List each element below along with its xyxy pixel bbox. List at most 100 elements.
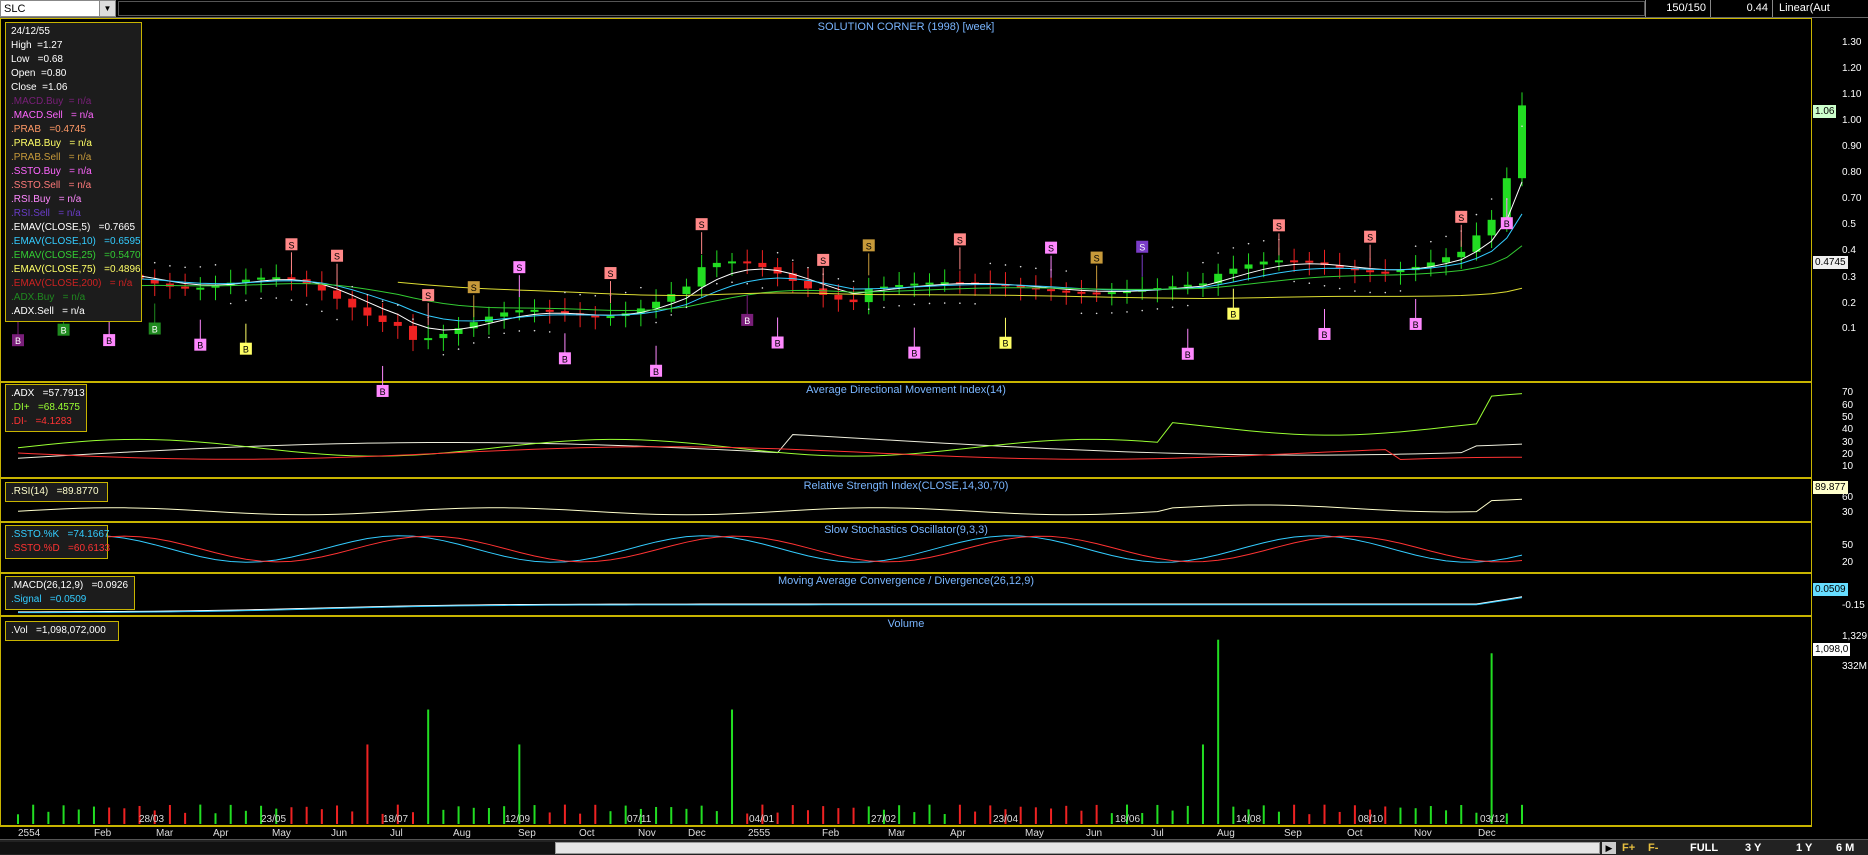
sar-dot <box>290 299 293 301</box>
sar-dot <box>1065 270 1068 272</box>
signal-marker <box>376 384 389 397</box>
legend-line: .RSI.Buy = n/a <box>11 194 82 205</box>
candle-body <box>864 288 873 303</box>
candle-body <box>1274 260 1283 263</box>
volume-bar <box>1019 806 1022 824</box>
signal-marker <box>695 218 708 231</box>
macd-line <box>17 596 1523 613</box>
candle-body <box>363 307 372 316</box>
symbol-select[interactable]: SLC ▼ <box>0 0 116 17</box>
signal-marker <box>513 261 526 274</box>
candle-body <box>667 294 676 302</box>
scale-tick: 0.90 <box>1842 141 1862 152</box>
sar-dot <box>1399 290 1402 292</box>
zoom-out-button[interactable]: F- <box>1648 842 1659 854</box>
volume-bar <box>1126 804 1129 824</box>
zoom-in-button[interactable]: F+ <box>1622 842 1636 854</box>
signal-label: B <box>1321 330 1327 340</box>
candle-body <box>454 328 463 334</box>
volume-bar <box>487 807 490 824</box>
sar-dot <box>1111 312 1113 314</box>
date-label: 07/11 <box>627 814 652 825</box>
scale-tick: 70 <box>1842 387 1854 398</box>
adx-panel[interactable] <box>0 382 1812 478</box>
scale-tick: 20 <box>1842 557 1854 568</box>
candle-body <box>241 279 250 283</box>
month-label: Mar <box>156 828 174 839</box>
signal-marker <box>1455 210 1468 223</box>
candle-body <box>1077 291 1086 294</box>
candle-body <box>788 273 797 281</box>
candle-body <box>196 287 205 290</box>
signal-label: S <box>1367 233 1373 243</box>
scale-tick: 1.20 <box>1842 63 1862 74</box>
candle-body <box>484 316 493 323</box>
sar-dot <box>1171 306 1174 308</box>
volume-bar <box>1521 804 1523 824</box>
scale-tick: 1.10 <box>1842 89 1862 100</box>
adx-legend: .ADX =57.7913 .DI+ =68.4575 .DI- =4.1283 <box>5 384 87 432</box>
volume-bar <box>92 806 95 824</box>
signal-marker <box>103 334 116 347</box>
volume-bar <box>1460 805 1463 824</box>
legend-line: .ADX =57.7913 <box>11 388 85 399</box>
di-plus-line <box>17 393 1523 457</box>
scale-tick: 0.3 <box>1842 272 1856 283</box>
legend-line: .EMAV(CLOSE,10) =0.6595 <box>11 236 141 247</box>
signal-label: S <box>516 263 522 273</box>
sar-dot <box>898 304 900 307</box>
signal-marker <box>771 336 784 349</box>
signal-label: S <box>471 283 477 293</box>
candle-body <box>910 283 919 286</box>
candle-body <box>728 261 737 264</box>
sar-dot <box>1384 291 1387 294</box>
signal-label: S <box>425 291 431 301</box>
sar-dot <box>1186 304 1189 307</box>
volume-bar <box>1232 806 1235 824</box>
volume-panel[interactable] <box>0 616 1812 826</box>
sar-dot <box>533 329 536 332</box>
candle-body <box>1183 284 1192 287</box>
range-1y-button[interactable]: 1 Y <box>1796 842 1813 854</box>
volume-bar <box>579 813 582 824</box>
volume-title: Volume <box>887 618 925 630</box>
volume-bar <box>123 808 126 824</box>
volume-bar <box>1004 809 1007 824</box>
volume-bar <box>670 807 673 824</box>
candle-body <box>743 261 752 264</box>
volume-bar <box>366 744 369 824</box>
signal-label: S <box>699 220 705 230</box>
range-full-button[interactable]: FULL <box>1690 842 1719 854</box>
candle-body <box>819 288 828 295</box>
volume-bar <box>989 805 992 824</box>
volume-bar <box>1414 808 1417 824</box>
candle-body <box>500 312 509 317</box>
signal-marker <box>1364 230 1377 243</box>
candle-body <box>682 286 691 295</box>
ssto-legend: .SSTO.%K =74.1667 .SSTO.%D =60.6133 <box>5 525 110 559</box>
scale-tick: 332M <box>1842 661 1868 672</box>
sar-dot <box>989 262 992 265</box>
scale-tick: 0.1 <box>1842 323 1856 334</box>
scroll-thumb[interactable] <box>555 842 1600 854</box>
scale-mode[interactable]: Linear(Aut <box>1772 0 1868 17</box>
month-label: Jul <box>1151 828 1164 839</box>
sar-dot <box>1095 312 1098 315</box>
volume-bar <box>1338 811 1341 824</box>
sar-dot <box>1521 125 1523 127</box>
legend-line: .EMAV(CLOSE,75) =0.4896 <box>11 264 141 275</box>
chevron-down-icon[interactable]: ▼ <box>99 1 115 16</box>
candle-body <box>408 325 417 340</box>
volume-bar <box>168 804 171 824</box>
range-3y-button[interactable]: 3 Y <box>1745 842 1762 854</box>
range-6m-button[interactable]: 6 M <box>1836 842 1855 854</box>
volume-bar <box>1277 811 1280 824</box>
volume-bar <box>806 810 809 824</box>
signal-marker <box>148 322 161 335</box>
volume-bar <box>731 709 734 824</box>
ssto-panel[interactable] <box>0 522 1812 573</box>
scroll-right-icon[interactable]: ▶ <box>1602 842 1616 854</box>
candle-body <box>1229 268 1238 274</box>
date-label: 14/08 <box>1236 814 1262 825</box>
